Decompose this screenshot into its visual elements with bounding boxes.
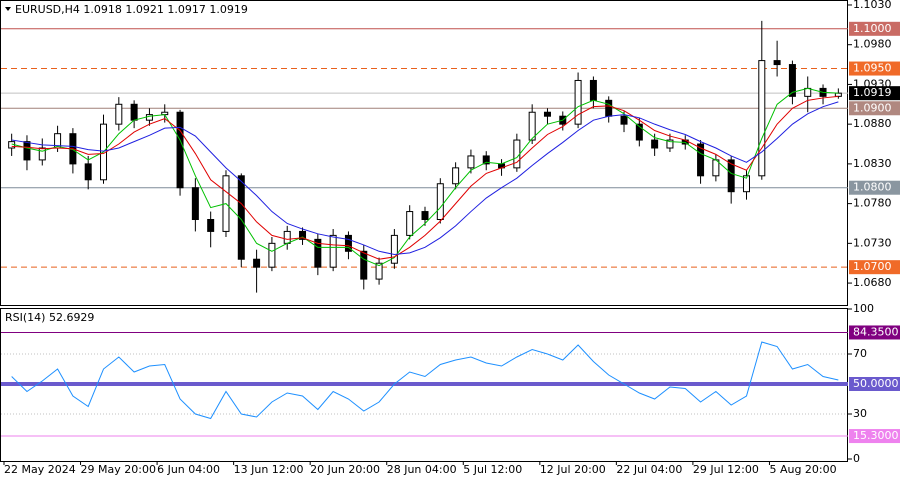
level-tag <box>849 180 900 195</box>
candle-body <box>237 175 245 260</box>
level-label: 1.0800 <box>853 181 892 194</box>
candle-body <box>314 238 322 268</box>
x-tick-label: 22 Jul 04:00 <box>616 463 682 476</box>
candle-body <box>145 114 153 121</box>
level-tag <box>849 325 900 340</box>
y-tick-label: 1.0780 <box>853 197 892 210</box>
candle-body <box>329 234 337 268</box>
y-tick-label: 100 <box>853 302 874 315</box>
candle-body <box>804 87 812 97</box>
y-tick-label: 1.0680 <box>853 276 892 289</box>
y-tick-label: 30 <box>853 407 867 420</box>
rsi-line <box>11 341 839 420</box>
level-tag <box>849 377 900 391</box>
x-tick-label: 6 Jun 04:00 <box>157 463 220 476</box>
level-tag <box>849 101 900 116</box>
level-label: 1.0900 <box>853 101 892 114</box>
level-tag <box>849 429 900 444</box>
candle-body <box>758 60 766 177</box>
y-tick-label: 1.0980 <box>853 38 892 51</box>
candle-body <box>390 234 398 264</box>
x-tick-label: 5 Aug 20:00 <box>769 463 836 476</box>
x-tick-label: 29 May 20:00 <box>81 463 156 476</box>
candle-body <box>38 147 46 161</box>
candle-body <box>635 123 643 141</box>
candle-body <box>666 139 674 149</box>
x-tick-label: 20 Jun 20:00 <box>310 463 380 476</box>
moving-average <box>11 101 839 255</box>
candle-body <box>605 99 613 117</box>
x-tick-label: 5 Jul 12:00 <box>463 463 522 476</box>
candle-body <box>482 155 490 165</box>
level-label: 50.0000 <box>853 377 899 390</box>
moving-average <box>11 87 839 267</box>
price-pane <box>0 0 848 306</box>
rsi-title: RSI(14) 52.6929 <box>5 311 94 324</box>
candle-body <box>773 60 781 66</box>
last-price-tag <box>849 86 900 101</box>
candle-body <box>344 234 352 252</box>
candle-body <box>406 211 414 236</box>
menu-icon[interactable] <box>5 7 11 11</box>
level-label: 1.0700 <box>853 260 892 273</box>
candle-body <box>130 103 138 121</box>
x-tick-label: 29 Jul 12:00 <box>693 463 759 476</box>
candle-body <box>513 139 521 169</box>
candle-body <box>436 183 444 221</box>
candle-body <box>651 139 659 149</box>
level-label: 84.3500 <box>853 325 899 338</box>
candle-body <box>528 111 536 141</box>
x-tick-label: 12 Jul 20:00 <box>540 463 606 476</box>
candle-body <box>697 143 705 177</box>
level-tag <box>849 260 900 275</box>
candle-body <box>620 115 628 125</box>
candle-body <box>191 187 199 221</box>
y-tick-label: 1.0830 <box>853 157 892 170</box>
y-tick-label: 1.0730 <box>853 236 892 249</box>
candle-body <box>84 163 92 181</box>
level-tag <box>849 21 900 36</box>
candle-body <box>23 141 31 161</box>
candle-body <box>268 242 276 268</box>
candle-body <box>467 155 475 169</box>
candle-body <box>299 230 307 240</box>
x-tick-label: 13 Jun 12:00 <box>234 463 304 476</box>
candle-body <box>543 111 551 117</box>
moving-average <box>11 95 839 260</box>
candle-body <box>788 64 796 97</box>
candle-body <box>375 262 383 280</box>
level-label: 1.0950 <box>853 62 892 75</box>
candle-body <box>360 250 368 280</box>
candle-body <box>421 211 429 221</box>
candle-body <box>452 167 460 185</box>
candle-body <box>253 258 261 268</box>
candle-body <box>727 159 735 193</box>
level-label: 15.3000 <box>853 429 899 442</box>
last-price-label: 1.0919 <box>853 86 892 99</box>
x-tick-label: 22 May 2024 <box>4 463 76 476</box>
y-tick-label: 1.0880 <box>853 117 892 130</box>
candle-body <box>115 103 123 125</box>
symbol-title: EURUSD,H4 1.0918 1.0921 1.0917 1.0919 <box>15 3 248 16</box>
candle-body <box>834 92 842 97</box>
level-label: 1.1000 <box>853 22 892 35</box>
candle-body <box>574 79 582 125</box>
candle-body <box>176 111 184 189</box>
candle-body <box>207 219 215 232</box>
y-tick-label: 70 <box>853 347 867 360</box>
candle-body <box>742 175 750 193</box>
level-tag <box>849 61 900 76</box>
y-tick-label: 1.1030 <box>853 0 892 11</box>
x-tick-label: 28 Jun 04:00 <box>387 463 457 476</box>
y-tick-label: 0 <box>853 452 860 465</box>
candle-body <box>283 230 291 244</box>
candle-body <box>589 79 597 101</box>
